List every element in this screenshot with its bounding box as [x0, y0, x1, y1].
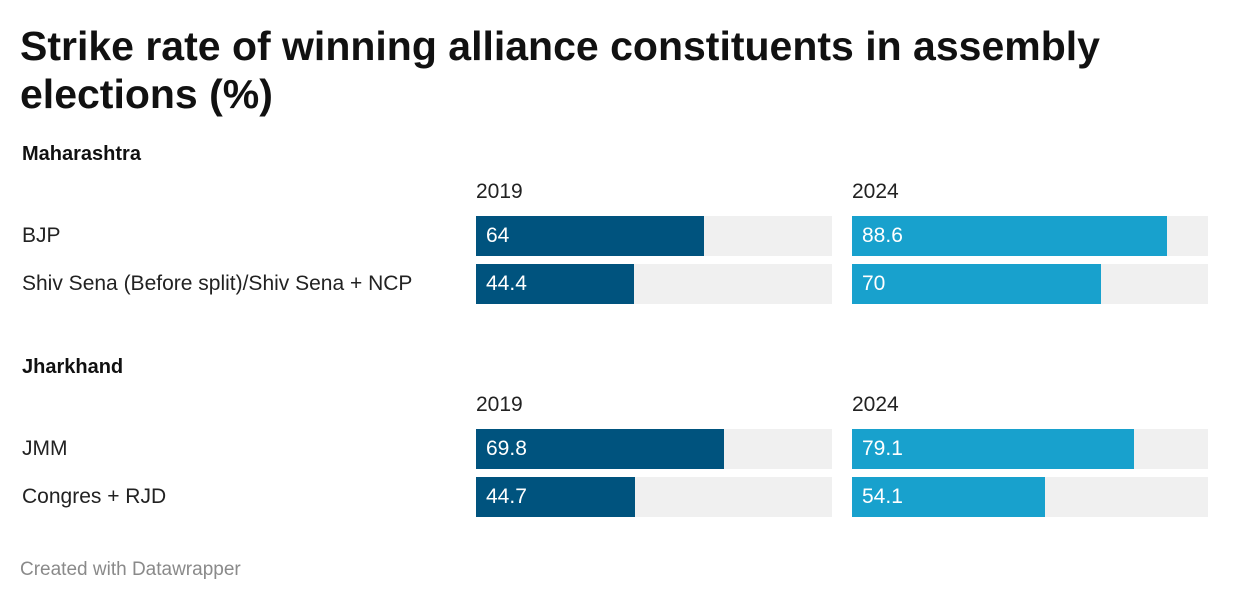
bar-track: 64: [476, 216, 832, 256]
row-label: JMM: [22, 437, 68, 460]
column-header: 2024: [852, 393, 899, 416]
bar-track: 70: [852, 264, 1208, 304]
bar: [852, 429, 1134, 469]
bar: [852, 477, 1045, 517]
bar-value-label: 79.1: [862, 437, 903, 460]
bar-track: 69.8: [476, 429, 832, 469]
column-header: 2019: [476, 393, 523, 416]
bar-track: 54.1: [852, 477, 1208, 517]
bar: [852, 264, 1102, 304]
bar: [476, 429, 725, 469]
bar-value-label: 69.8: [486, 437, 527, 460]
bar: [476, 216, 704, 256]
row-label: Congres + RJD: [22, 485, 167, 508]
bar-value-label: 44.4: [486, 272, 527, 295]
bar: [476, 264, 635, 304]
credit-text: Created with Datawrapper: [20, 559, 241, 580]
bar-value-label: 54.1: [862, 485, 903, 508]
bar-value-label: 44.7: [486, 485, 527, 508]
bar-value-label: 70: [862, 272, 886, 295]
bar-value-label: 64: [486, 224, 510, 247]
column-header: 2024: [852, 180, 899, 203]
bar-track: 79.1: [852, 429, 1208, 469]
bar-track: 44.4: [476, 264, 832, 304]
group-title: Jharkhand: [22, 356, 124, 378]
bar: [476, 477, 636, 517]
bar-value-label: 88.6: [862, 224, 903, 247]
chart-title: Strike rate of winning alliance constitu…: [20, 23, 1100, 117]
bar-track: 88.6: [852, 216, 1208, 256]
row-label: BJP: [22, 224, 61, 247]
column-header: 2019: [476, 180, 523, 203]
group-title: Maharashtra: [22, 143, 141, 165]
bar-track: 44.7: [476, 477, 832, 517]
bar: [852, 216, 1168, 256]
row-label: Shiv Sena (Before split)/Shiv Sena + NCP: [22, 272, 413, 295]
